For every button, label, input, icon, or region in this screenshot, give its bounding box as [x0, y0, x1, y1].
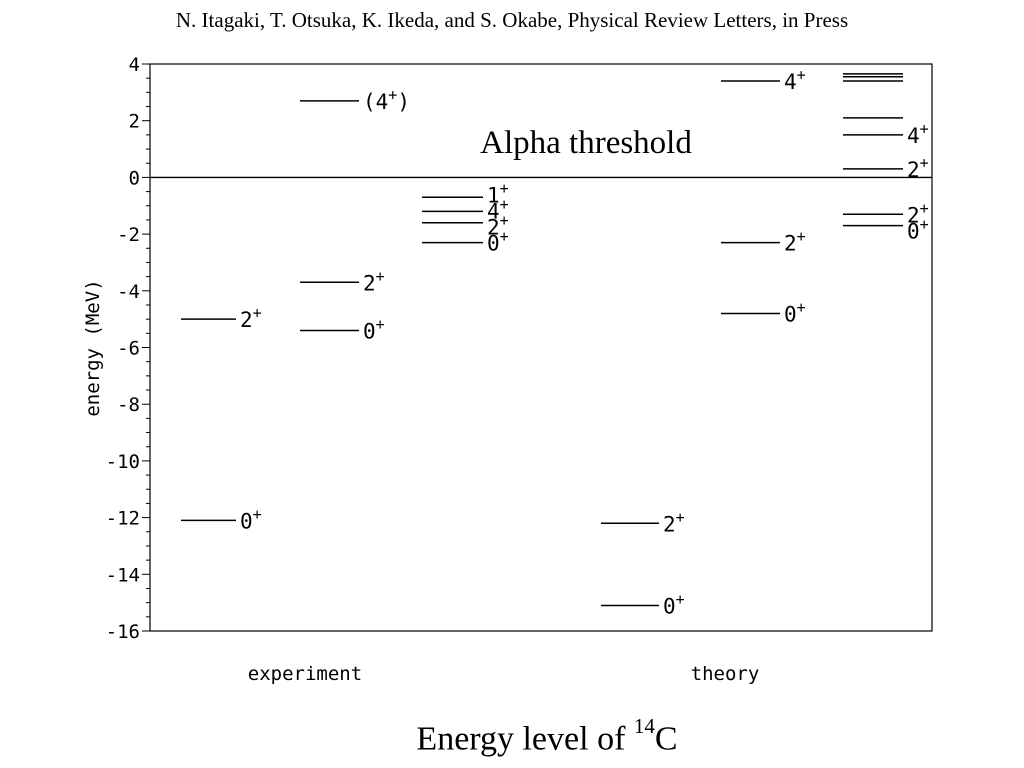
y-axis-label: energy (MeV): [82, 279, 104, 416]
level-label: 2+: [663, 508, 685, 536]
level-label: 2+: [907, 154, 929, 182]
level-label: 0+: [784, 298, 806, 326]
energy-level-chart: 4 2 0 -2 -4 -6 -8 -10 -12 -14 -16 energy (MeV) Alph…: [82, 54, 933, 685]
level-label: 2+: [240, 304, 262, 332]
chart-caption: Energy level of 14C: [0, 714, 1024, 758]
y-tick-label: -2: [117, 224, 140, 246]
level-label: 2+: [907, 199, 929, 227]
level-label: 0+: [907, 215, 929, 243]
y-tick-label: 0: [129, 167, 140, 189]
level-label: 2+: [487, 212, 509, 240]
level-label: 0+: [663, 590, 685, 618]
y-tick-label: 2: [129, 111, 140, 133]
level-label: 2+: [363, 267, 385, 295]
caption-superscript: 14: [633, 714, 655, 738]
group-label-experiment: experiment: [248, 663, 362, 685]
level-label: (4+): [363, 86, 410, 114]
level-label: 1+: [487, 180, 509, 208]
y-tick-label: -4: [117, 281, 140, 303]
y-tick-label: 4: [129, 54, 140, 76]
y-tick-label: -14: [106, 564, 140, 586]
citation-header: N. Itagaki, T. Otsuka, K. Ikeda, and S. …: [175, 8, 849, 32]
y-tick-label: -8: [117, 394, 140, 416]
y-tick-label: -6: [117, 338, 140, 360]
level-label: 0+: [240, 505, 262, 533]
level-label: 0+: [363, 315, 385, 343]
alpha-threshold-label: Alpha threshold: [480, 125, 692, 161]
y-tick-label: -16: [106, 621, 140, 643]
y-tick-label: -10: [106, 451, 140, 473]
level-label: 4+: [784, 66, 806, 94]
caption-element: C: [654, 720, 678, 758]
level-label: 4+: [487, 196, 509, 224]
level-label: 0+: [487, 228, 509, 256]
y-tick-label: -12: [106, 508, 140, 530]
caption-text: Energy level of: [416, 720, 634, 758]
level-label: 4+: [907, 120, 929, 148]
level-label: 2+: [784, 228, 806, 256]
group-label-theory: theory: [691, 663, 760, 685]
